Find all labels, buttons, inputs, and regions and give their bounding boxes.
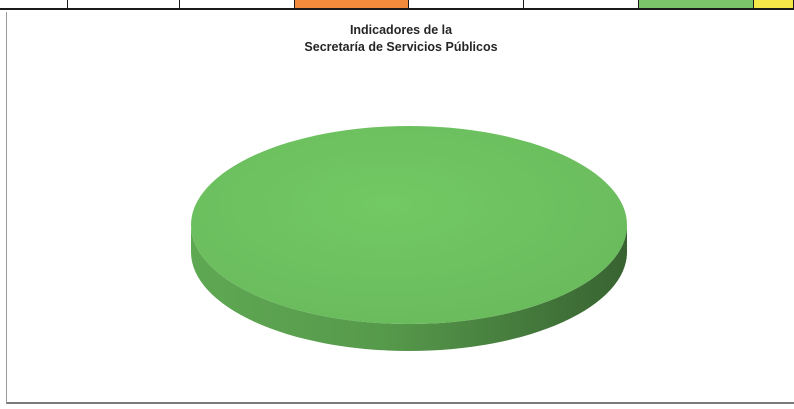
table-cell — [68, 0, 180, 8]
pie-chart — [191, 126, 627, 351]
table-top-row — [0, 0, 794, 10]
chart-area: Indicadores de la Secretaría de Servicio… — [6, 12, 794, 404]
pie-slice — [191, 126, 627, 324]
pie-slice-side — [191, 225, 627, 351]
table-cell — [0, 0, 68, 8]
table-cell-yellow — [754, 0, 794, 8]
chart-title: Indicadores de la Secretaría de Servicio… — [7, 22, 794, 56]
table-cell — [180, 0, 295, 8]
table-cell-orange — [295, 0, 409, 8]
table-cell-green — [639, 0, 754, 8]
chart-title-line-1: Indicadores de la — [349, 23, 453, 37]
chart-title-line-2: Secretaría de Servicios Públicos — [304, 40, 498, 54]
table-cell — [524, 0, 639, 8]
table-cell — [409, 0, 524, 8]
